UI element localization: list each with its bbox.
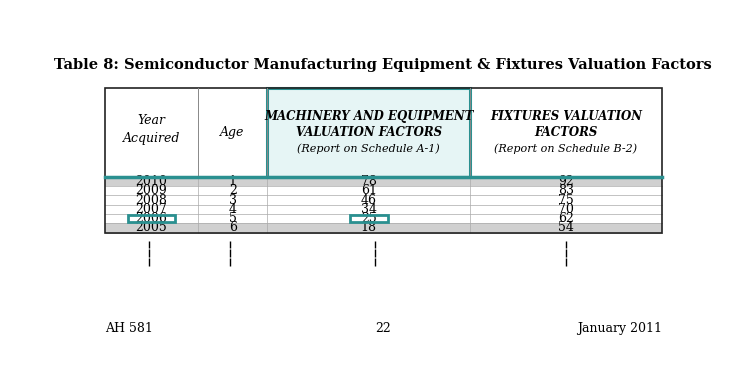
Bar — [128, 215, 175, 222]
Text: 2005: 2005 — [135, 222, 168, 235]
Text: 2: 2 — [229, 184, 236, 197]
Bar — [350, 215, 387, 222]
Bar — [105, 214, 661, 223]
Text: 18: 18 — [361, 222, 377, 235]
Text: Table 8: Semiconductor Manufacturing Equipment & Fixtures Valuation Factors: Table 8: Semiconductor Manufacturing Equ… — [55, 58, 712, 71]
Text: 78: 78 — [361, 175, 377, 188]
Text: 54: 54 — [558, 222, 574, 235]
Text: 92: 92 — [558, 175, 574, 188]
Text: 6: 6 — [229, 222, 236, 235]
Text: (Report on Schedule B-2): (Report on Schedule B-2) — [494, 144, 637, 154]
Text: 34: 34 — [361, 203, 377, 216]
Text: FACTORS: FACTORS — [534, 126, 598, 139]
Bar — [105, 223, 661, 233]
Text: 2007: 2007 — [135, 203, 168, 216]
Bar — [105, 205, 661, 214]
Text: Acquired: Acquired — [123, 132, 180, 145]
Bar — [105, 186, 661, 195]
Text: 1: 1 — [229, 175, 236, 188]
Text: FIXTURES VALUATION: FIXTURES VALUATION — [490, 110, 642, 123]
Text: 70: 70 — [558, 203, 574, 216]
Text: AH 581: AH 581 — [105, 322, 153, 335]
Text: 25: 25 — [361, 212, 377, 225]
Bar — [105, 195, 661, 205]
Bar — [105, 177, 661, 186]
Text: 2010: 2010 — [135, 175, 168, 188]
Text: 2009: 2009 — [135, 184, 168, 197]
Text: 4: 4 — [229, 203, 236, 216]
Text: 22: 22 — [375, 322, 391, 335]
Text: 2006: 2006 — [135, 212, 168, 225]
Text: Age: Age — [221, 126, 245, 139]
Text: (Report on Schedule A-1): (Report on Schedule A-1) — [298, 144, 441, 154]
Text: 3: 3 — [229, 194, 236, 207]
Text: 75: 75 — [558, 194, 574, 207]
Text: 83: 83 — [558, 184, 574, 197]
Text: 62: 62 — [558, 212, 574, 225]
Text: 5: 5 — [229, 212, 236, 225]
Text: 2008: 2008 — [135, 194, 168, 207]
Text: VALUATION FACTORS: VALUATION FACTORS — [295, 126, 442, 139]
Text: Year: Year — [138, 114, 165, 127]
Text: 46: 46 — [361, 194, 377, 207]
Text: 61: 61 — [361, 184, 377, 197]
Text: MACHINERY AND EQUIPMENT: MACHINERY AND EQUIPMENT — [264, 110, 473, 123]
Text: January 2011: January 2011 — [577, 322, 661, 335]
